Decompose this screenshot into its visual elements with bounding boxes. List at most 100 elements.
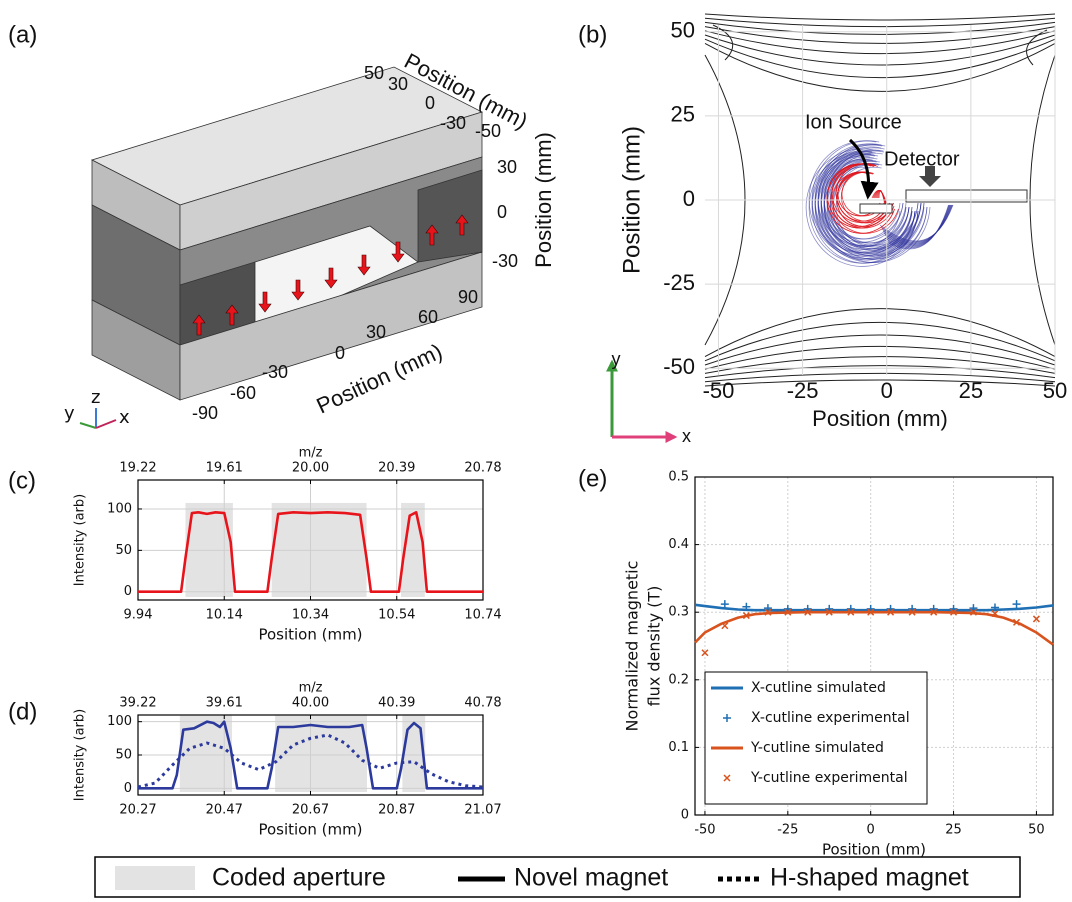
field-line: [1027, 30, 1047, 65]
field-line: [705, 27, 1055, 44]
x2-tick-label: 40.39: [378, 696, 415, 711]
y-tick-label: -25: [663, 270, 695, 295]
legend-label: Novel magnet: [514, 864, 668, 892]
y-axis-label: Intensity (arb): [73, 709, 88, 801]
field-line: [705, 35, 1055, 65]
y-tick-label: 100: [107, 501, 132, 516]
x-tick-label: 21.07: [464, 803, 501, 818]
x-tick-label: 25: [959, 378, 983, 403]
x-axis-label: Position (mm): [812, 406, 948, 431]
tick-label: -60: [230, 383, 256, 403]
x-tick-label: 20.87: [378, 803, 415, 818]
x-axis-label: Position (mm): [822, 841, 926, 859]
field-line: [705, 322, 1055, 360]
tick-label: -30: [440, 113, 466, 133]
axis-arrow-label: x: [682, 426, 691, 446]
y-tick-label: 0: [683, 186, 695, 211]
y-tick-label: 50: [671, 18, 695, 43]
field-line: [705, 366, 1055, 378]
legend-label: Y-cutline experimental: [750, 770, 908, 786]
annotation: Detector: [884, 148, 960, 170]
x-tick-label: 10.14: [206, 608, 243, 623]
panel-label: (c): [8, 467, 36, 494]
field-line: [705, 335, 1055, 365]
field-line: [705, 39, 1055, 77]
tick-label: -30: [262, 362, 288, 382]
x2-tick-label: 40.78: [464, 696, 501, 711]
x-tick-label: 0: [867, 823, 875, 838]
y-tick-label: 25: [671, 102, 695, 127]
field-line: [841, 172, 888, 221]
y-axis-label: Position (mm): [618, 126, 645, 274]
x2-axis-label: m/z: [299, 681, 323, 696]
x-tick-label: 10.34: [292, 608, 329, 623]
axis-arrow-label: y: [612, 349, 621, 369]
triad: y z x: [64, 387, 130, 428]
x-axis-label: Position (mm): [258, 821, 362, 839]
x-tick-label: -50: [703, 378, 735, 403]
data-marker: [1013, 600, 1021, 608]
y-tick-label: 0: [124, 584, 132, 599]
y-tick-label: 50: [115, 748, 132, 763]
tick-label: 0: [425, 93, 435, 113]
tick-label: -50: [475, 121, 501, 141]
tick-label: 0: [497, 202, 507, 222]
field-line: [833, 163, 909, 243]
x2-tick-label: 20.00: [292, 461, 329, 476]
panel-label: (d): [8, 698, 37, 725]
legend: Coded aperture Novel magnet H-shaped mag…: [95, 857, 1020, 897]
y-tick-label: 0: [124, 781, 132, 796]
x-tick-label: 50: [1043, 378, 1067, 403]
tick-label: 60: [418, 307, 438, 327]
y-axis-label: Intensity (arb): [73, 494, 88, 586]
y-tick-label: 0.3: [668, 605, 689, 620]
x2-tick-label: 20.78: [464, 461, 501, 476]
tick-label: 0: [335, 343, 345, 363]
x-tick-label: 20.27: [119, 803, 156, 818]
x-tick-label: 0: [881, 378, 893, 403]
x-tick-label: 20.47: [206, 803, 243, 818]
panel-label: (b): [578, 21, 607, 48]
y-tick-label: 0.4: [668, 537, 689, 552]
figure: (a) (b) (c) (d) (e) Position (mm) Positi…: [0, 0, 1072, 898]
legend-label: X-cutline experimental: [751, 710, 910, 726]
x-tick-label: 10.54: [378, 608, 415, 623]
triad-label: x: [119, 407, 130, 428]
x2-tick-label: 19.22: [119, 461, 156, 476]
tick-label: -90: [192, 403, 218, 423]
x2-tick-label: 39.22: [119, 696, 156, 711]
y-tick-label: 50: [115, 543, 132, 558]
x2-tick-label: 20.39: [378, 461, 415, 476]
aperture-span: [402, 716, 425, 792]
x2-tick-label: 19.61: [206, 461, 243, 476]
x-tick-label: 10.74: [464, 608, 501, 623]
legend-label: H-shaped magnet: [770, 864, 969, 892]
x-tick-label: 9.94: [124, 608, 153, 623]
x-tick-label: -25: [787, 378, 819, 403]
annotation: Ion Source: [805, 111, 902, 133]
y-tick-label: 0: [681, 808, 689, 823]
x-tick-label: -50: [694, 823, 715, 838]
y-tick-label: 100: [107, 714, 132, 729]
tick-label: 30: [388, 74, 408, 94]
y-tick-label: 0.1: [668, 740, 689, 755]
legend-label: Coded aperture: [212, 864, 386, 892]
x-tick-label: 20.67: [292, 803, 329, 818]
field-line: [705, 357, 1055, 374]
y-tick-label: 0.2: [668, 672, 689, 687]
x2-axis-label: m/z: [299, 446, 323, 461]
legend-label: Y-cutline simulated: [750, 740, 884, 756]
y-axis-label: Normalized magnetic: [623, 561, 642, 732]
x-tick-label: -25: [777, 823, 798, 838]
tick-label: -30: [492, 251, 518, 271]
panel-label: (a): [8, 21, 37, 48]
tick-label: 50: [364, 63, 384, 83]
tick-label: 30: [497, 157, 517, 177]
x2-tick-label: 40.00: [292, 696, 329, 711]
y-tick-label: 0.5: [668, 470, 689, 485]
axis-label: Position (mm): [531, 132, 556, 268]
x2-tick-label: 39.61: [206, 696, 243, 711]
x-tick-label: 50: [1028, 823, 1045, 838]
y-axis-label: flux density (T): [645, 586, 664, 707]
triad-label: y: [64, 403, 75, 424]
